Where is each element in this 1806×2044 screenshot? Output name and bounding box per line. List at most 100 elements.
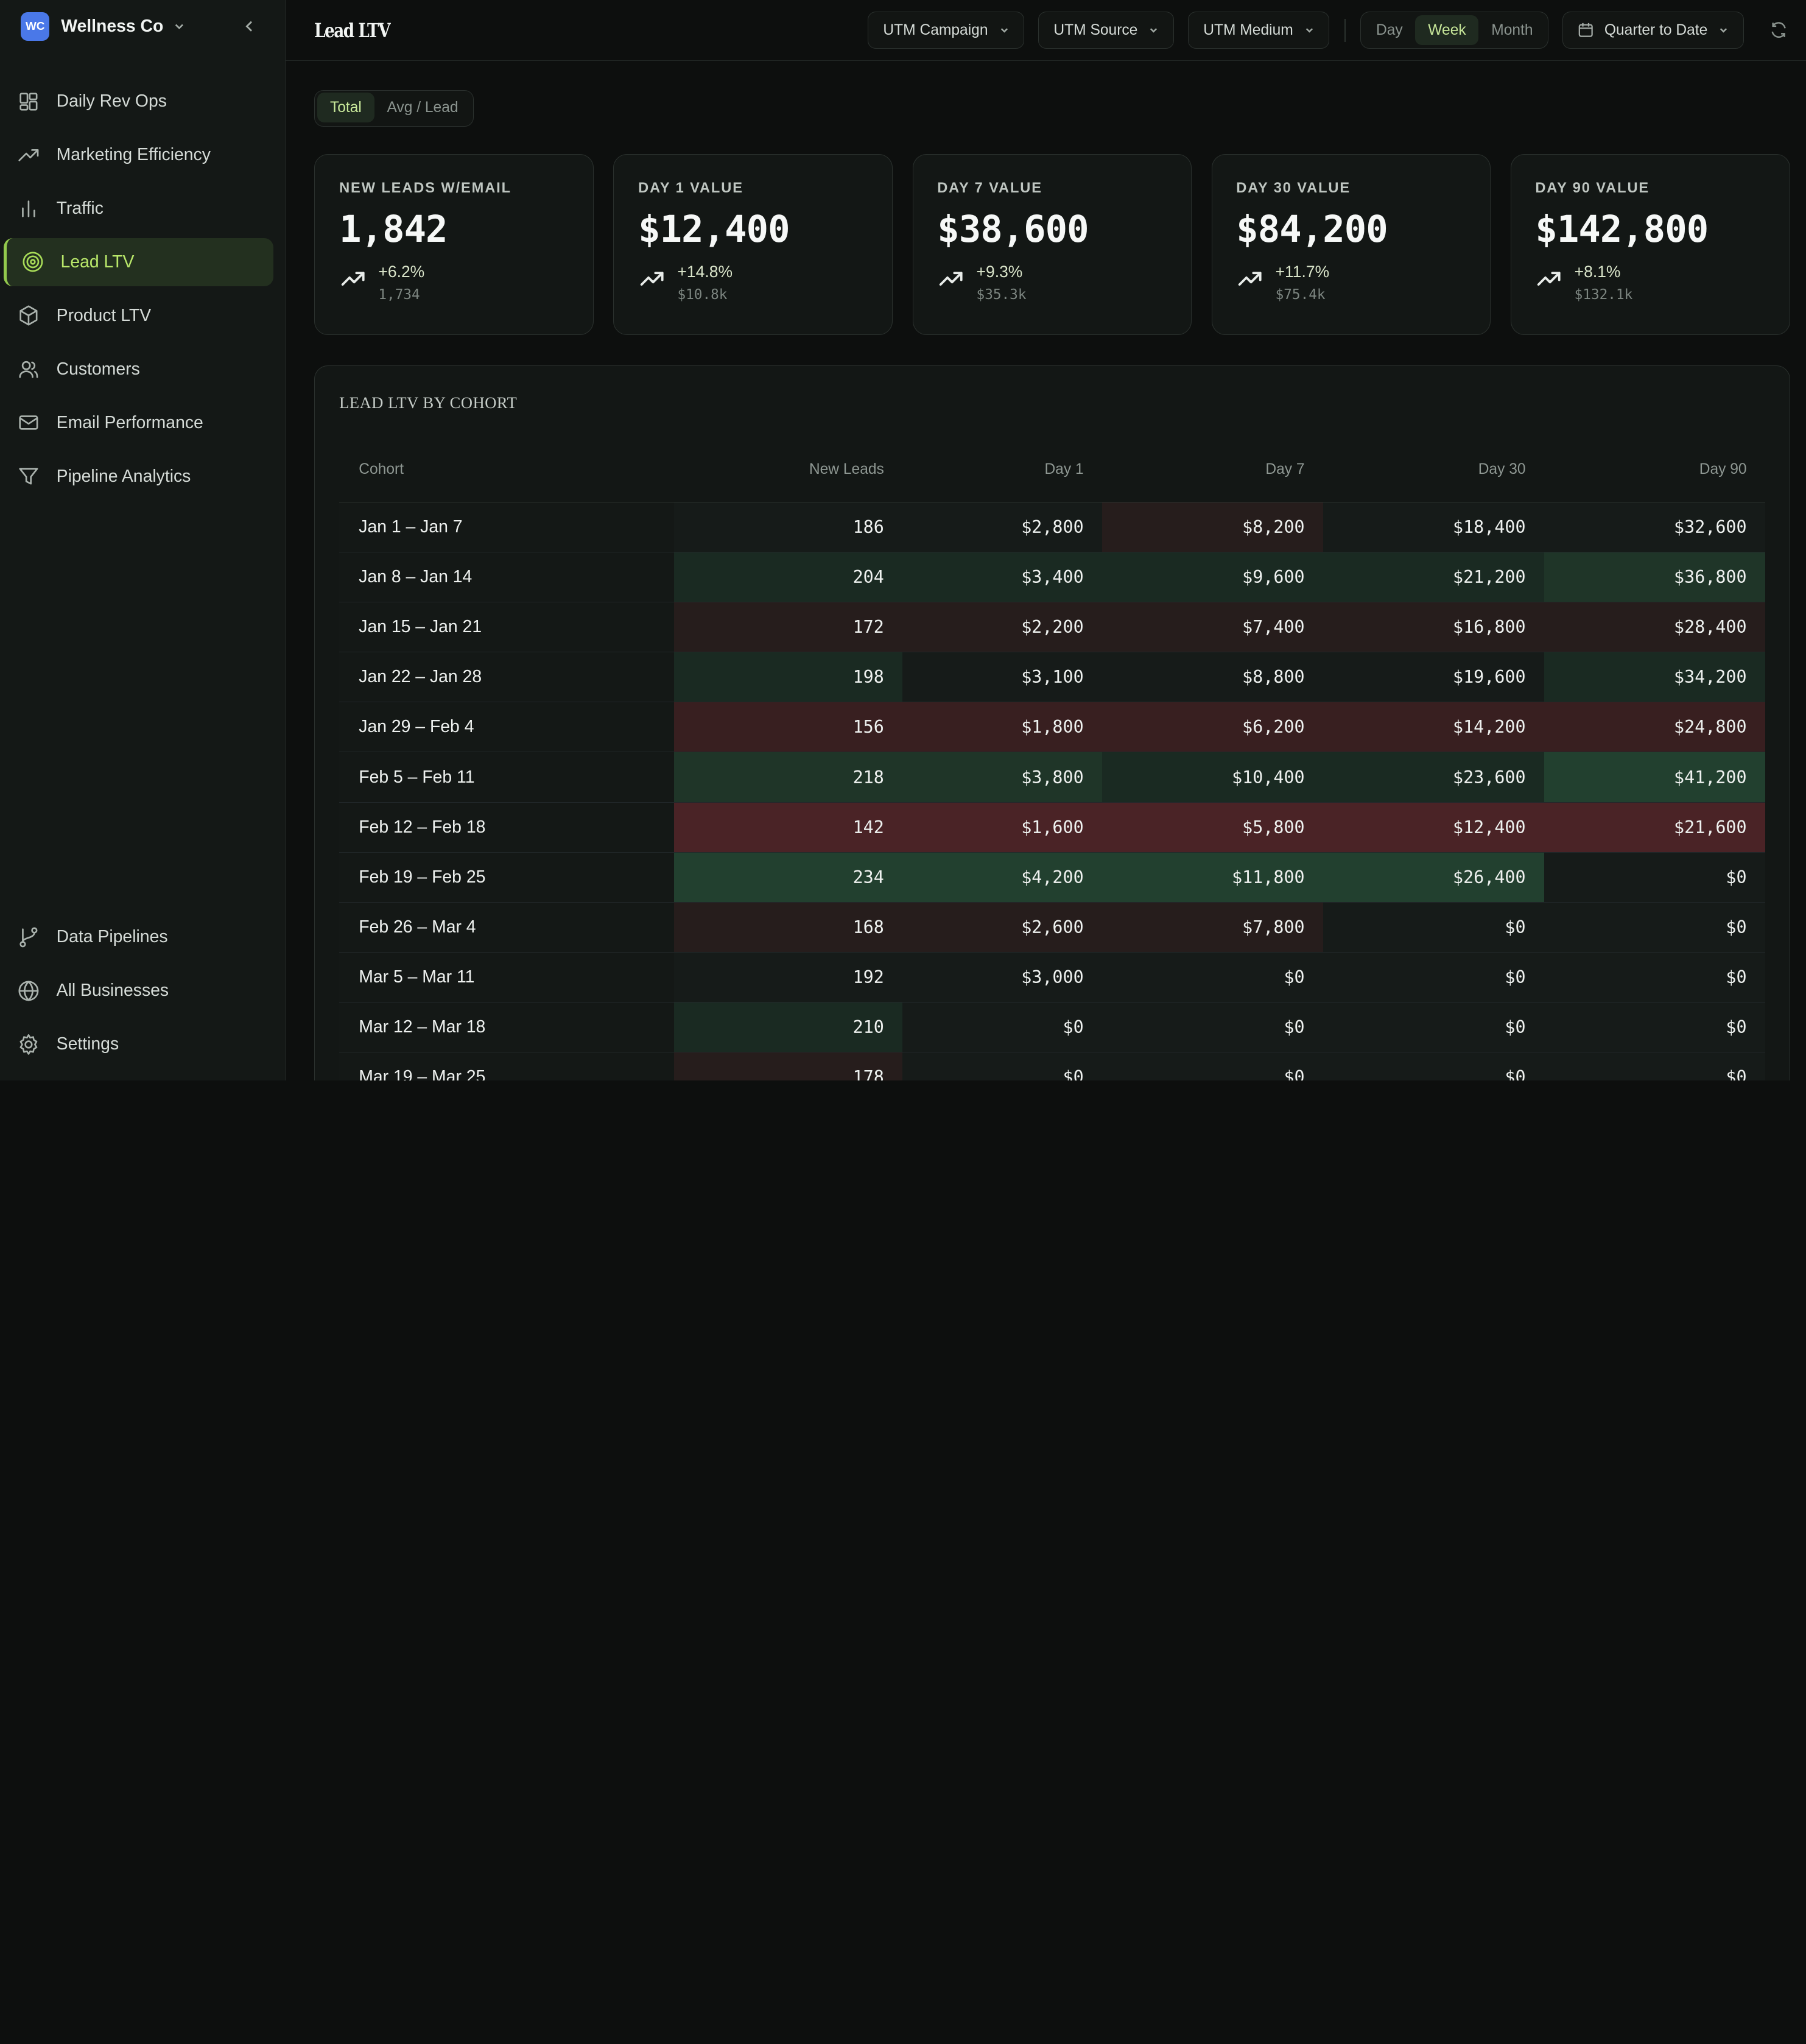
kpi-row: NEW LEADS W/EMAIL 1,842 +6.2% 1,734 DAY 1 VA…: [314, 154, 1790, 336]
cohort-label-cell: Jan 29 – Feb 4: [339, 702, 675, 753]
refresh-icon[interactable]: [1769, 21, 1788, 39]
cohort-label-cell: Feb 19 – Feb 25: [339, 852, 675, 903]
cohort-card-title: LEAD LTV BY COHORT: [339, 393, 518, 412]
cohort-label-cell: Jan 15 – Jan 21: [339, 602, 675, 653]
kpi-card: DAY 1 VALUE $12,400 +14.8% $10.8k: [613, 154, 893, 336]
cohort-value-cell: $2,200: [902, 602, 1102, 653]
sidebar-item-email-performance[interactable]: Email Performance: [4, 398, 274, 446]
sidebar-item-marketing-efficiency[interactable]: Marketing Efficiency: [4, 131, 274, 179]
kpi-delta: +8.1% $132.1k: [1575, 263, 1633, 303]
utm-medium-label: UTM Medium: [1203, 21, 1293, 38]
kpi-value: $142,800: [1535, 208, 1709, 251]
target-icon: [23, 252, 43, 272]
cohort-value-cell: $9,600: [1102, 552, 1323, 603]
cohort-value-cell: $24,800: [1544, 702, 1765, 753]
chevron-down-icon: [1150, 28, 1158, 33]
utm-source-label: UTM Source: [1053, 21, 1138, 38]
col-day-7[interactable]: Day 7: [1102, 437, 1323, 502]
kpi-trend: +11.7% $75.4k: [1236, 263, 1466, 303]
dashboard-icon: [19, 92, 38, 110]
sidebar-item-label: Customers: [56, 359, 140, 379]
cohort-value-cell: $21,600: [1544, 802, 1765, 853]
col-day-90[interactable]: Day 90: [1544, 437, 1765, 502]
box-icon: [19, 305, 38, 326]
sidebar-item-customers[interactable]: Customers: [4, 345, 274, 393]
cohort-value-cell: $11,800: [1102, 852, 1323, 903]
col-cohort[interactable]: Cohort: [339, 437, 675, 502]
cohort-value-cell: $1,800: [902, 702, 1102, 753]
granularity-month[interactable]: Month: [1491, 22, 1533, 39]
chevron-left-icon[interactable]: [241, 18, 257, 34]
table-row[interactable]: Mar 19 – Mar 25 178 $0 $0 $0 $0: [339, 1052, 1765, 1081]
kpi-delta-percent: +6.2%: [378, 262, 425, 281]
kpi-card: DAY 30 VALUE $84,200 +11.7% $75.4k: [1211, 154, 1491, 336]
sidebar-item-traffic[interactable]: Traffic: [4, 185, 274, 233]
table-row[interactable]: Mar 5 – Mar 11 192 $3,000 $0 $0 $0: [339, 952, 1765, 1003]
col-day-1[interactable]: Day 1: [902, 437, 1102, 502]
sidebar-item-label: Pipeline Analytics: [56, 466, 191, 486]
cohort-value-cell: $34,200: [1544, 652, 1765, 703]
utm-campaign-dropdown[interactable]: UTM Campaign: [867, 12, 1025, 49]
table-row[interactable]: Mar 12 – Mar 18 210 $0 $0 $0 $0: [339, 1002, 1765, 1053]
sidebar-item-daily-rev-ops[interactable]: Daily Rev Ops: [4, 77, 274, 125]
sidebar-item-lead-ltv[interactable]: Lead LTV: [3, 238, 274, 286]
col-new-leads[interactable]: New Leads: [674, 437, 903, 502]
table-row[interactable]: Feb 5 – Feb 11 218 $3,800 $10,400 $23,600 $41…: [339, 752, 1765, 803]
kpi-trend: +6.2% 1,734: [339, 263, 569, 303]
cohort-label-cell: Jan 22 – Jan 28: [339, 652, 675, 703]
cohort-table: Cohort New Leads Day 1 Day 7 Day 30 Day …: [339, 437, 1765, 1081]
table-row[interactable]: Feb 12 – Feb 18 142 $1,600 $5,800 $12,400 $21…: [339, 802, 1765, 853]
granularity-toggle: Day Week Month: [1360, 12, 1549, 49]
mode-avg-per-lead[interactable]: Avg / Lead: [387, 99, 459, 116]
chevron-down-icon: [1000, 28, 1008, 33]
cohort-value-cell: $0: [1102, 952, 1323, 1003]
org-switcher[interactable]: WC Wellness Co: [0, 0, 285, 53]
table-row[interactable]: Jan 1 – Jan 7 186 $2,800 $8,200 $18,400 $32,6…: [339, 502, 1765, 553]
cohort-value-cell: $10,400: [1102, 752, 1323, 803]
table-row[interactable]: Jan 15 – Jan 21 172 $2,200 $7,400 $16,800 $28…: [339, 602, 1765, 653]
sidebar-item-label: Daily Rev Ops: [56, 91, 167, 111]
org-name: Wellness Co: [61, 16, 164, 36]
git-branch-icon: [19, 927, 38, 948]
sidebar-item-product-ltv[interactable]: Product LTV: [4, 291, 274, 339]
cohort-value-cell: 210: [674, 1002, 903, 1053]
granularity-week[interactable]: Week: [1415, 15, 1479, 46]
sidebar-item-data-pipelines[interactable]: Data Pipelines: [4, 913, 274, 961]
table-row[interactable]: Jan 8 – Jan 14 204 $3,400 $9,600 $21,200 $36,…: [339, 552, 1765, 603]
trending-up-icon: [940, 271, 963, 286]
cohort-label-cell: Feb 5 – Feb 11: [339, 752, 675, 803]
kpi-value: $84,200: [1236, 208, 1388, 251]
table-row[interactable]: Feb 26 – Mar 4 168 $2,600 $7,800 $0 $0: [339, 902, 1765, 953]
cohort-value-cell: $18,400: [1323, 502, 1544, 553]
utm-medium-dropdown[interactable]: UTM Medium: [1187, 12, 1330, 49]
table-row[interactable]: Jan 29 – Feb 4 156 $1,800 $6,200 $14,200 $24,…: [339, 702, 1765, 753]
sidebar-item-all-businesses[interactable]: All Businesses: [4, 967, 274, 1015]
kpi-delta-percent: +14.8%: [677, 262, 733, 281]
sidebar-item-label: Traffic: [56, 198, 104, 218]
cohort-value-cell: 156: [674, 702, 903, 753]
cohort-value-cell: $0: [902, 1002, 1102, 1053]
granularity-day[interactable]: Day: [1376, 22, 1403, 39]
content: Total Avg / Lead NEW LEADS W/EMAIL 1,842 +…: [286, 61, 1806, 1081]
cohort-value-cell: $0: [1323, 902, 1544, 953]
mode-total[interactable]: Total: [317, 93, 374, 123]
cohort-value-cell: $0: [1323, 1052, 1544, 1081]
table-row[interactable]: Jan 22 – Jan 28 198 $3,100 $8,800 $19,600 $34…: [339, 652, 1765, 703]
cohort-value-cell: $0: [1544, 902, 1765, 953]
sidebar-item-pipeline-analytics[interactable]: Pipeline Analytics: [4, 452, 274, 500]
col-day-30[interactable]: Day 30: [1323, 437, 1544, 502]
kpi-trend: +14.8% $10.8k: [638, 263, 868, 303]
kpi-trend: +8.1% $132.1k: [1535, 263, 1765, 303]
sidebar-item-settings[interactable]: Settings: [4, 1020, 274, 1068]
date-range-picker[interactable]: Quarter to Date: [1562, 12, 1744, 49]
cohort-value-cell: 234: [674, 852, 903, 903]
date-range-label: Quarter to Date: [1604, 21, 1708, 38]
cohort-value-cell: $1,600: [902, 802, 1102, 853]
cohort-value-cell: $4,200: [902, 852, 1102, 903]
utm-source-dropdown[interactable]: UTM Source: [1038, 12, 1174, 49]
cohort-value-cell: $8,200: [1102, 502, 1323, 553]
calendar-icon: [1579, 23, 1593, 38]
kpi-card: DAY 7 VALUE $38,600 +9.3% $35.3k: [912, 154, 1192, 336]
table-row[interactable]: Feb 19 – Feb 25 234 $4,200 $11,800 $26,400 $0: [339, 852, 1765, 903]
gear-icon: [19, 1034, 38, 1055]
